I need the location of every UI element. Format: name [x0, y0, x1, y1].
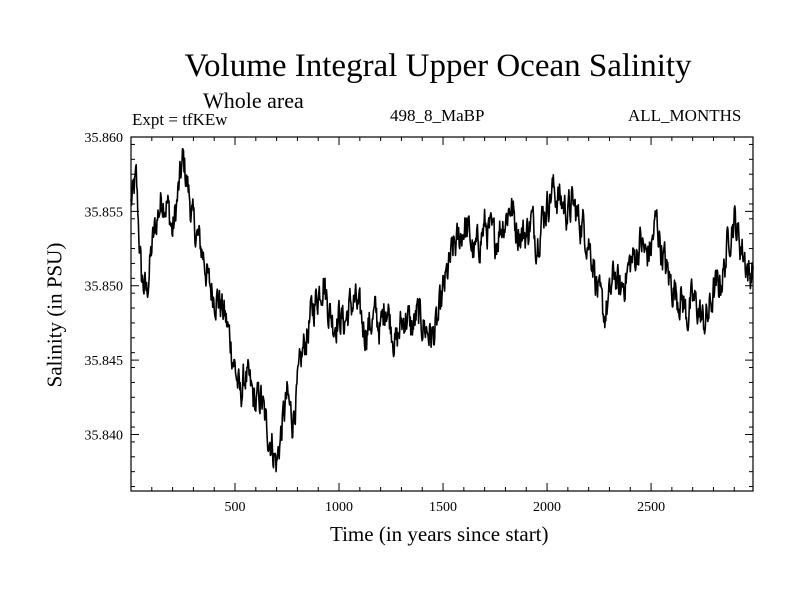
axis-tick-labels: 500 1000 1500 2000 2500 35.840 35.845 35.850 35.… [85, 131, 666, 515]
x-tick-label-500: 500 [225, 500, 246, 515]
run-id-label: 498_8_MaBP [390, 106, 485, 125]
plot-frame [130, 136, 754, 492]
y-tick-label-0: 35.840 [85, 428, 124, 443]
series-line-salinity [130, 147, 754, 473]
x-tick-label-1000: 1000 [325, 500, 353, 515]
chart-subtitle: Whole area [203, 88, 304, 113]
x-tick-label-2000: 2000 [533, 500, 561, 515]
y-tick-label-4: 35.860 [85, 131, 124, 146]
x-axis-label: Time (in years since start) [330, 522, 549, 546]
months-label: ALL_MONTHS [628, 106, 742, 125]
axis-ticks [131, 136, 753, 491]
y-tick-label-2: 35.850 [85, 280, 124, 295]
x-tick-label-1500: 1500 [429, 500, 457, 515]
chart-title: Volume Integral Upper Ocean Salinity [184, 48, 692, 84]
experiment-label: Expt = tfKEw [132, 110, 228, 129]
y-tick-label-3: 35.855 [85, 205, 124, 220]
x-tick-label-2500: 2500 [637, 500, 665, 515]
y-tick-label-1: 35.845 [85, 354, 124, 369]
